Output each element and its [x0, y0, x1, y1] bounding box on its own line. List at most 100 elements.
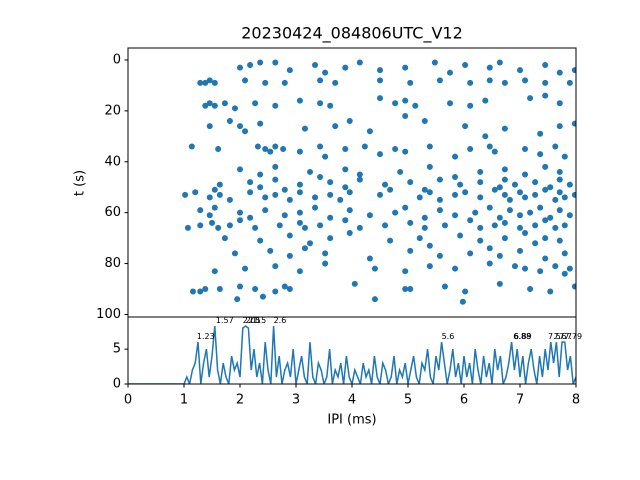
- point: [522, 77, 529, 84]
- point: [317, 222, 324, 229]
- point: [221, 235, 228, 242]
- point: [237, 283, 243, 290]
- point: [272, 163, 279, 170]
- point: [356, 224, 363, 231]
- point: [317, 174, 324, 181]
- point: [407, 179, 414, 186]
- point: [247, 62, 254, 69]
- point: [542, 92, 549, 99]
- point: [226, 222, 233, 229]
- y-tick-label: 20: [104, 103, 121, 118]
- point: [202, 102, 209, 109]
- point: [276, 222, 283, 229]
- point: [262, 207, 269, 214]
- point: [377, 151, 383, 158]
- point: [392, 146, 399, 153]
- point: [566, 181, 573, 188]
- point: [517, 212, 523, 219]
- point: [496, 59, 503, 66]
- point: [457, 232, 464, 239]
- point: [506, 207, 513, 214]
- point: [346, 118, 353, 125]
- point: [286, 196, 293, 203]
- point: [467, 102, 474, 109]
- point: [436, 77, 443, 84]
- point: [237, 123, 243, 130]
- point: [296, 148, 303, 155]
- peak-label: 2.1: [246, 316, 259, 325]
- x-axis-label: IPI (ms): [327, 413, 376, 428]
- point: [342, 217, 349, 224]
- point: [281, 212, 288, 219]
- peak-label: 1.23: [197, 332, 215, 341]
- point: [346, 189, 353, 196]
- point: [566, 265, 573, 272]
- point: [486, 64, 493, 71]
- point: [215, 146, 222, 153]
- point: [467, 146, 474, 153]
- x-tick-label: 5: [404, 393, 412, 408]
- point: [566, 79, 573, 86]
- point: [377, 77, 383, 84]
- y-tick-label: 40: [104, 154, 121, 169]
- point: [366, 255, 373, 262]
- point: [482, 97, 489, 104]
- point: [402, 64, 409, 71]
- point: [317, 100, 324, 107]
- point: [272, 143, 279, 150]
- point: [215, 224, 222, 231]
- point: [296, 219, 303, 226]
- point: [426, 163, 433, 170]
- point: [556, 176, 563, 183]
- point: [431, 59, 438, 66]
- point: [542, 62, 549, 69]
- point: [257, 120, 264, 127]
- point: [537, 151, 544, 158]
- y-axis-label: t (s): [73, 170, 88, 196]
- point: [556, 237, 563, 244]
- histogram-line: [128, 325, 576, 384]
- x-tick-label: 2: [236, 393, 244, 408]
- point: [501, 166, 508, 173]
- point: [486, 260, 493, 267]
- point: [342, 146, 349, 153]
- point: [496, 280, 503, 287]
- point: [511, 181, 518, 188]
- x-tick-label: 7: [516, 393, 524, 408]
- point: [486, 143, 493, 150]
- point: [237, 217, 243, 224]
- point: [237, 209, 243, 216]
- point: [522, 194, 529, 201]
- point: [252, 100, 259, 107]
- point: [272, 176, 279, 183]
- point: [517, 189, 523, 196]
- point: [421, 118, 428, 125]
- point: [387, 186, 394, 193]
- point: [447, 100, 453, 107]
- point: [382, 222, 389, 229]
- point: [327, 102, 334, 109]
- point: [257, 184, 264, 191]
- point: [547, 288, 554, 295]
- point: [296, 268, 303, 275]
- x-tick-label: 0: [124, 393, 132, 408]
- point: [402, 97, 409, 104]
- point: [527, 95, 534, 102]
- point: [197, 79, 204, 86]
- point: [552, 263, 559, 270]
- point: [188, 143, 195, 150]
- point: [286, 67, 293, 74]
- point: [211, 268, 218, 275]
- point: [522, 146, 529, 153]
- point: [307, 168, 313, 175]
- point: [361, 143, 368, 150]
- point: [462, 62, 469, 69]
- point: [197, 207, 204, 214]
- point: [542, 235, 549, 242]
- point: [522, 171, 529, 178]
- point: [211, 102, 218, 109]
- point: [462, 189, 469, 196]
- point: [412, 102, 419, 109]
- point: [436, 252, 443, 259]
- point: [301, 125, 308, 132]
